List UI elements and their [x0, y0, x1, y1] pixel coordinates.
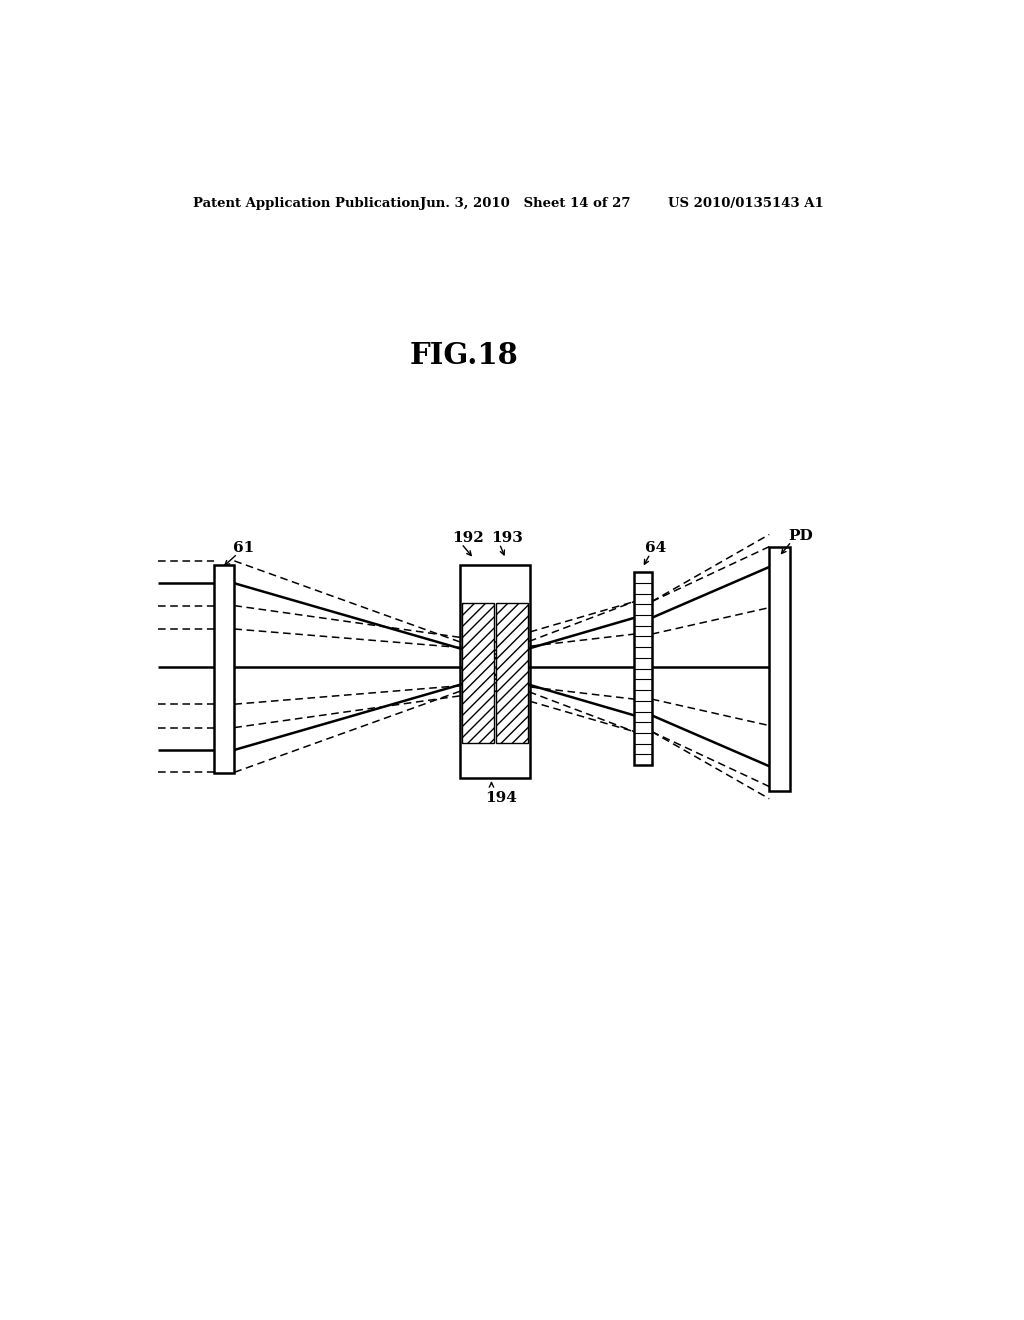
Text: 192: 192	[452, 531, 483, 545]
Bar	[214, 565, 234, 774]
Text: 194: 194	[485, 791, 517, 805]
Text: 64: 64	[645, 541, 667, 554]
Bar	[769, 546, 790, 791]
Bar	[460, 565, 529, 779]
Bar	[497, 602, 528, 743]
Text: FIG.18: FIG.18	[410, 342, 518, 371]
Bar	[462, 602, 494, 743]
Bar	[634, 572, 652, 766]
Text: Jun. 3, 2010   Sheet 14 of 27: Jun. 3, 2010 Sheet 14 of 27	[420, 197, 631, 210]
Text: US 2010/0135143 A1: US 2010/0135143 A1	[668, 197, 823, 210]
Text: Patent Application Publication: Patent Application Publication	[194, 197, 420, 210]
Text: 193: 193	[492, 531, 523, 545]
Text: PD: PD	[788, 528, 813, 543]
Text: 61: 61	[232, 541, 254, 554]
